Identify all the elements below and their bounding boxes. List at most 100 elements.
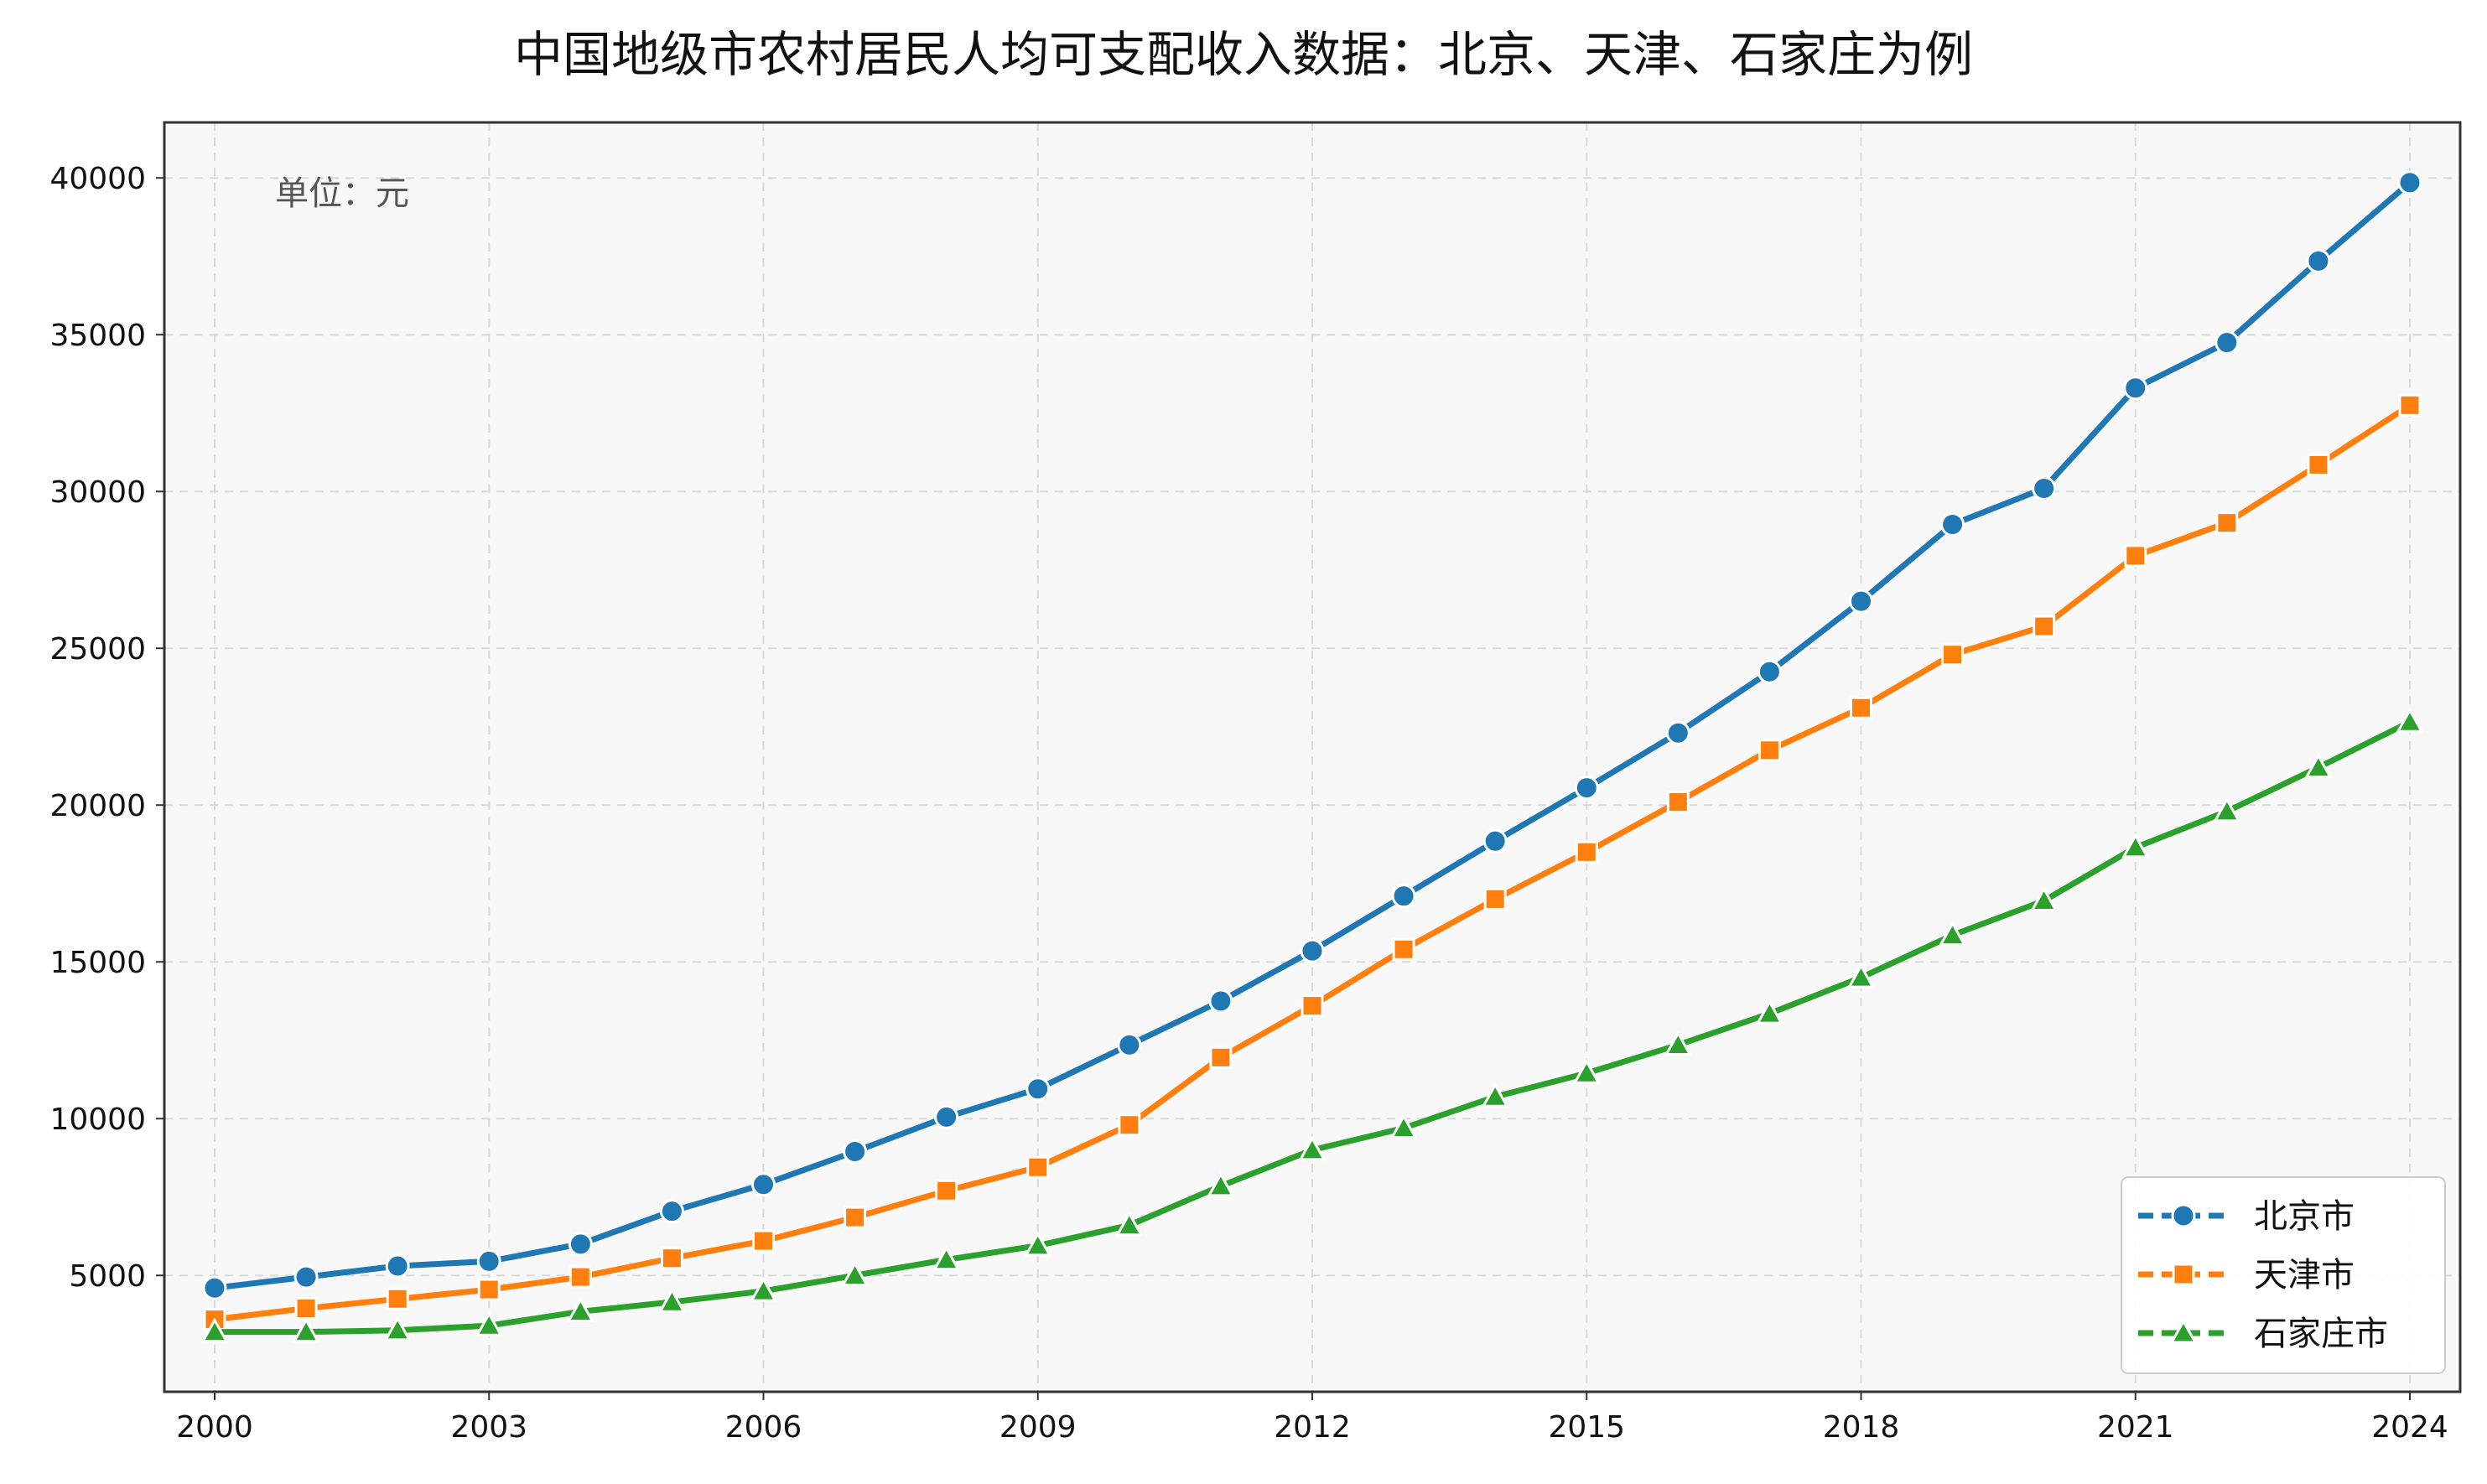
x-tick-label: 2018 xyxy=(1823,1410,1900,1445)
series-1 xyxy=(202,170,2422,1300)
data-point xyxy=(1666,790,1690,813)
data-point xyxy=(1207,1171,1235,1197)
data-point xyxy=(1575,840,1598,864)
data-point xyxy=(200,1317,229,1343)
data-point xyxy=(1483,887,1507,911)
data-point xyxy=(1574,776,1599,801)
data-point xyxy=(2304,753,2333,779)
y-tick-label: 30000 xyxy=(49,475,146,510)
chart-title: 中国地级市农村居民人均可支配收入数据：北京、天津、石家庄为例 xyxy=(513,26,1973,83)
data-point xyxy=(1849,589,1874,614)
data-point xyxy=(1850,696,1873,719)
x-tick-label: 2003 xyxy=(450,1410,527,1445)
y-tick-label: 5000 xyxy=(69,1259,146,1294)
x-tick-label: 2015 xyxy=(1548,1410,1625,1445)
x-tick-label: 2024 xyxy=(2371,1410,2448,1445)
legend-marker xyxy=(2169,1318,2198,1344)
data-point xyxy=(1389,1113,1418,1139)
data-point xyxy=(659,1199,684,1224)
data-point xyxy=(1117,1032,1142,1057)
x-tick-label: 2000 xyxy=(176,1410,253,1445)
data-point xyxy=(1846,963,1876,988)
data-point xyxy=(844,1206,867,1229)
legend-entry: 石家庄市 xyxy=(2138,1315,2388,1353)
data-point xyxy=(1758,739,1781,762)
y-tick-label: 35000 xyxy=(49,319,146,353)
y-tick-label: 15000 xyxy=(49,946,146,980)
data-point xyxy=(568,1232,593,1257)
data-point xyxy=(477,1278,501,1301)
data-point xyxy=(751,1229,775,1253)
data-point xyxy=(385,1253,410,1279)
data-point xyxy=(1481,1082,1509,1108)
data-point xyxy=(569,1265,592,1289)
data-point xyxy=(476,1248,501,1274)
data-point xyxy=(1392,937,1415,961)
data-point xyxy=(1940,511,1965,537)
data-point xyxy=(386,1287,409,1310)
data-point xyxy=(1482,828,1508,854)
data-point xyxy=(2398,393,2422,417)
data-point xyxy=(2213,796,2241,822)
legend-marker xyxy=(2172,1263,2195,1286)
data-point xyxy=(843,1139,868,1165)
data-point xyxy=(1939,921,1967,947)
data-point xyxy=(750,1172,776,1197)
data-point xyxy=(1572,1058,1601,1084)
data-point xyxy=(1208,988,1233,1014)
data-point xyxy=(1298,1135,1327,1161)
data-point xyxy=(2124,544,2147,568)
data-point xyxy=(660,1247,683,1270)
series-2 xyxy=(203,393,2422,1331)
y-tick-label: 40000 xyxy=(49,162,146,196)
x-tick-label: 2012 xyxy=(1274,1410,1351,1445)
y-tick-label: 20000 xyxy=(49,789,146,823)
data-point xyxy=(383,1315,412,1341)
legend-label: 北京市 xyxy=(2254,1197,2355,1236)
y-tick-label: 25000 xyxy=(49,632,146,667)
data-point xyxy=(1301,994,1324,1018)
data-point xyxy=(2121,833,2150,859)
data-point xyxy=(657,1287,686,1313)
data-point xyxy=(1025,1077,1051,1102)
data-point xyxy=(1757,659,1782,684)
data-point xyxy=(749,1276,778,1302)
x-tick-label: 2021 xyxy=(2097,1410,2174,1445)
data-point xyxy=(292,1317,320,1343)
y-tick-label: 10000 xyxy=(49,1103,146,1137)
data-point xyxy=(1755,999,1783,1025)
data-point xyxy=(932,1245,961,1271)
legend-entry: 天津市 xyxy=(2138,1256,2355,1295)
x-tick-label: 2006 xyxy=(725,1410,802,1445)
data-point xyxy=(566,1297,594,1322)
data-point xyxy=(2033,615,2056,638)
data-point xyxy=(935,1179,958,1202)
data-point xyxy=(475,1310,503,1336)
data-point xyxy=(2397,170,2422,195)
data-point xyxy=(2123,376,2148,401)
data-point xyxy=(2030,886,2059,911)
data-point xyxy=(1665,720,1690,745)
series-3 xyxy=(200,708,2424,1343)
legend-marker xyxy=(2171,1203,2196,1228)
data-point xyxy=(2215,511,2239,535)
data-point xyxy=(1118,1113,1141,1137)
data-point xyxy=(1300,938,1325,963)
data-point xyxy=(2396,708,2424,733)
data-point xyxy=(934,1104,959,1129)
data-point xyxy=(1024,1231,1052,1257)
data-point xyxy=(2307,453,2330,476)
data-point xyxy=(1115,1211,1144,1237)
data-point xyxy=(293,1264,319,1289)
data-point xyxy=(2306,248,2331,273)
data-point xyxy=(1026,1155,1050,1179)
x-tick-label: 2009 xyxy=(999,1410,1077,1445)
data-point xyxy=(1209,1046,1233,1069)
data-point xyxy=(841,1261,870,1286)
data-point xyxy=(1664,1030,1692,1056)
data-point xyxy=(2032,475,2057,501)
data-point xyxy=(202,1275,227,1300)
data-point xyxy=(2214,330,2240,355)
data-point xyxy=(294,1297,318,1321)
